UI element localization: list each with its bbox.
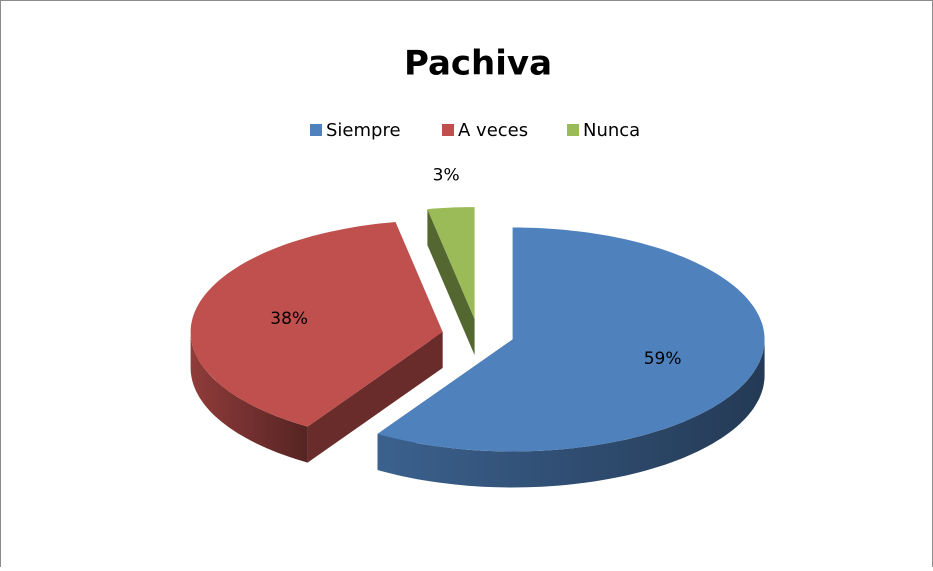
slice-side bbox=[307, 332, 443, 463]
legend-swatch bbox=[442, 124, 454, 136]
slice-side bbox=[190, 332, 308, 463]
legend-label: A veces bbox=[458, 120, 528, 141]
legend-swatch bbox=[310, 124, 322, 136]
slice bbox=[190, 222, 443, 427]
data-label: 3% bbox=[433, 165, 460, 185]
legend-label: Siempre bbox=[326, 120, 401, 141]
slice-side bbox=[377, 339, 765, 488]
data-label: 59% bbox=[644, 349, 682, 369]
chart-title: Pachiva bbox=[404, 44, 552, 84]
slice bbox=[377, 227, 765, 452]
data-label: 38% bbox=[270, 309, 308, 329]
legend-swatch bbox=[567, 124, 579, 136]
slice bbox=[427, 207, 475, 320]
slice-side bbox=[427, 209, 475, 356]
legend-label: Nunca bbox=[583, 120, 640, 141]
